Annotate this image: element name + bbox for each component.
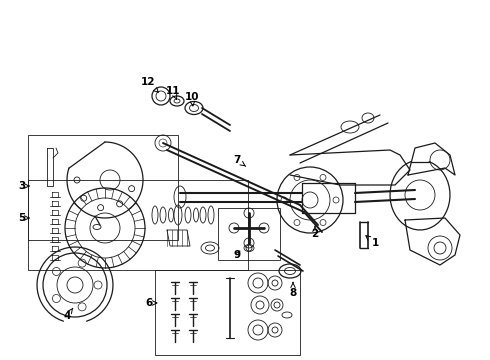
Bar <box>28 135 178 240</box>
Bar <box>218 208 280 260</box>
Text: 7: 7 <box>233 155 245 166</box>
Text: 9: 9 <box>233 250 241 260</box>
Text: 1: 1 <box>366 236 379 248</box>
Text: 2: 2 <box>311 226 318 239</box>
Text: 8: 8 <box>290 282 296 298</box>
Text: 5: 5 <box>19 213 29 223</box>
Bar <box>28 180 248 270</box>
Bar <box>155 270 300 355</box>
Text: 11: 11 <box>166 86 180 99</box>
Text: 10: 10 <box>185 92 199 106</box>
Text: 4: 4 <box>63 308 73 321</box>
Text: 12: 12 <box>141 77 158 92</box>
Text: 6: 6 <box>146 298 157 308</box>
Text: 3: 3 <box>19 181 29 191</box>
